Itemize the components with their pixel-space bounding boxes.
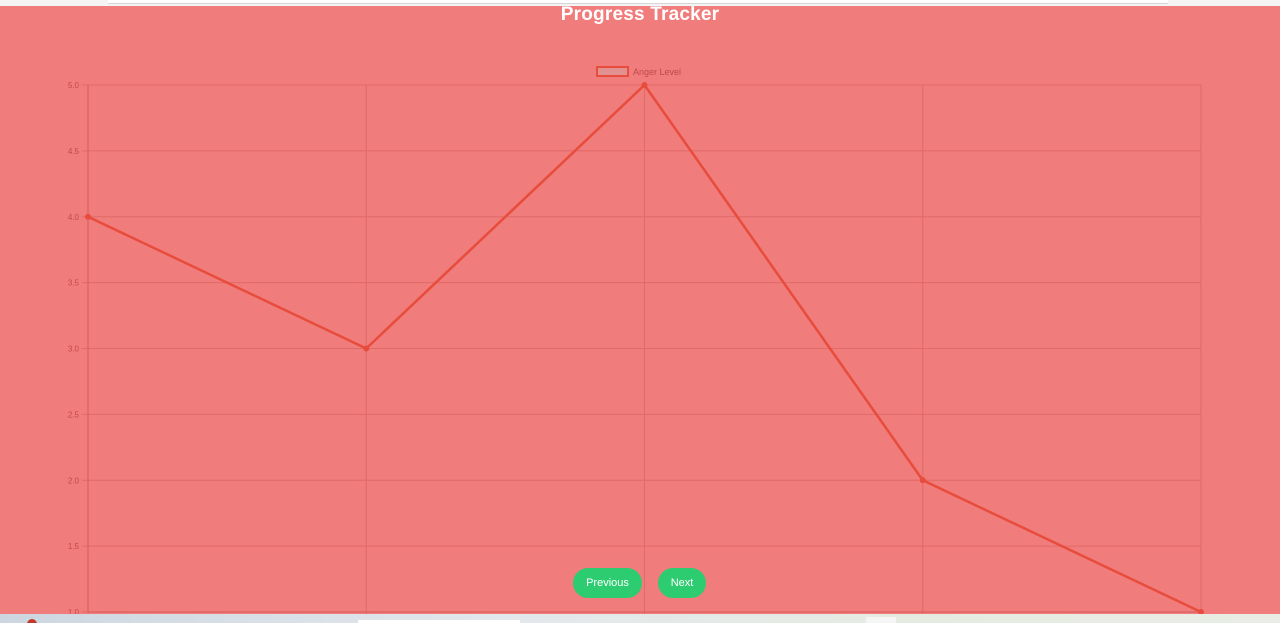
y-tick-label: 1.5	[68, 542, 80, 551]
taskbar-strip	[0, 614, 1280, 623]
data-point	[641, 82, 648, 88]
browser-top-strip	[0, 0, 1280, 6]
taskbar-item	[358, 620, 520, 623]
address-bar-remnant	[108, 0, 1168, 4]
legend-swatch	[596, 66, 629, 77]
y-tick-label: 4.5	[68, 147, 80, 156]
y-tick-label: 2.0	[68, 476, 80, 485]
y-tick-label: 3.0	[68, 345, 80, 354]
next-button[interactable]: Next	[658, 568, 706, 598]
y-tick-label: 3.5	[68, 279, 80, 288]
data-point	[919, 477, 926, 484]
y-tick-label: 1.0	[68, 608, 80, 617]
previous-button[interactable]: Previous	[573, 568, 642, 598]
page-title: Progress Tracker	[560, 4, 720, 25]
y-tick-label: 2.5	[68, 410, 80, 419]
taskbar-item	[866, 617, 896, 623]
y-tick-label: 4.0	[68, 213, 80, 222]
y-tick-label: 5.0	[68, 81, 80, 90]
legend-label: Anger Level	[633, 67, 681, 77]
taskbar-app-icon	[27, 619, 37, 623]
data-point	[363, 345, 370, 352]
data-point	[85, 213, 91, 220]
